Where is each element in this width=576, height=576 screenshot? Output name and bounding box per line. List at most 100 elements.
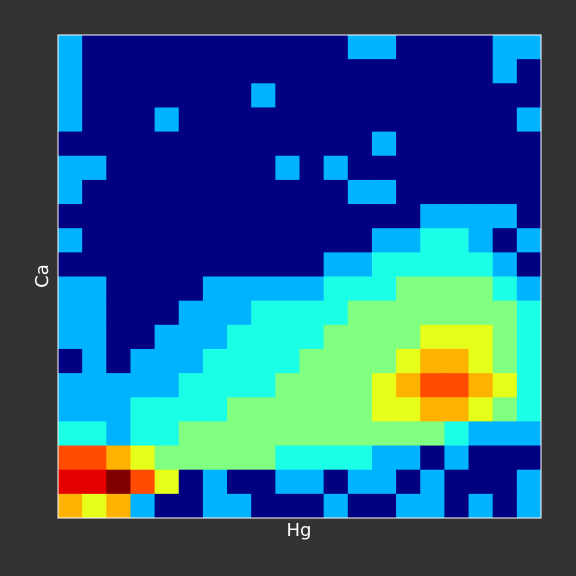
heatmap-cell	[396, 493, 421, 519]
heatmap-cell	[492, 179, 518, 205]
heatmap-cell	[516, 300, 542, 326]
heatmap-cell	[106, 155, 131, 181]
heatmap-cell	[275, 373, 300, 398]
heatmap-cell	[323, 276, 349, 302]
heatmap-cell	[227, 179, 252, 205]
heatmap-cell	[468, 493, 494, 519]
heatmap-cell	[420, 469, 445, 495]
heatmap-cell	[202, 348, 228, 374]
heatmap-cell	[202, 59, 228, 84]
heatmap-cell	[347, 493, 373, 519]
heatmap-cell	[396, 397, 421, 422]
heatmap-cell	[347, 276, 373, 302]
heatmap-cell	[130, 252, 156, 277]
heatmap-cell	[58, 276, 83, 302]
heatmap-cell	[178, 445, 204, 471]
heatmap-cell	[492, 228, 518, 253]
heatmap-cell	[396, 324, 421, 350]
heatmap-cell	[347, 421, 373, 447]
heatmap-cell	[492, 324, 518, 350]
heatmap-cell	[251, 373, 276, 398]
heatmap-cell	[58, 348, 83, 374]
heatmap-cell	[396, 252, 421, 277]
heatmap-cell	[323, 107, 349, 133]
heatmap-cell	[227, 493, 252, 519]
heatmap-cell	[178, 179, 204, 205]
heatmap-cell	[420, 348, 445, 374]
heatmap-cell	[516, 445, 542, 471]
heatmap-cell	[396, 373, 421, 398]
heatmap-cell	[178, 469, 204, 495]
heatmap-cell	[420, 228, 445, 253]
heatmap-cell	[347, 348, 373, 374]
heatmap-cell	[227, 397, 252, 422]
heatmap-cell	[444, 421, 470, 447]
heatmap-cell	[492, 373, 518, 398]
heatmap-cell	[275, 469, 300, 495]
heatmap-cell	[130, 107, 156, 133]
heatmap-cell	[58, 469, 83, 495]
heatmap-cell	[396, 155, 421, 181]
heatmap-cell	[275, 252, 300, 277]
heatmap-cell	[202, 445, 228, 471]
heatmap-cell	[82, 348, 107, 374]
heatmap-cell	[251, 493, 276, 519]
heatmap-cell	[323, 493, 349, 519]
heatmap-cell	[178, 59, 204, 84]
heatmap-cell	[468, 131, 494, 157]
heatmap-cell	[468, 348, 494, 374]
heatmap-cell	[299, 155, 325, 181]
heatmap-cell	[106, 348, 131, 374]
heatmap-cell	[275, 228, 300, 253]
heatmap-cell	[468, 252, 494, 277]
heatmap-cell	[202, 397, 228, 422]
heatmap-cell	[347, 300, 373, 326]
heatmap-cell	[130, 421, 156, 447]
heatmap-cell	[130, 276, 156, 302]
heatmap-cell	[299, 276, 325, 302]
heatmap-cell	[420, 131, 445, 157]
heatmap-cell	[347, 155, 373, 181]
heatmap-cell	[396, 179, 421, 205]
heatmap-cell	[227, 83, 252, 108]
heatmap-cell	[251, 59, 276, 84]
heatmap-cell	[227, 324, 252, 350]
heatmap-cell	[178, 276, 204, 302]
heatmap-cell	[371, 83, 397, 108]
heatmap-cell	[202, 252, 228, 277]
heatmap-cell	[178, 252, 204, 277]
heatmap-cell	[323, 324, 349, 350]
heatmap-cell	[323, 445, 349, 471]
heatmap-cell	[516, 421, 542, 447]
heatmap-cell	[178, 204, 204, 229]
heatmap-cell	[251, 228, 276, 253]
heatmap-cell	[420, 179, 445, 205]
heatmap-cell	[154, 107, 180, 133]
heatmap-cell	[299, 493, 325, 519]
heatmap-cell	[420, 276, 445, 302]
heatmap-cell	[492, 348, 518, 374]
heatmap-cell	[468, 107, 494, 133]
heatmap-cell	[444, 131, 470, 157]
heatmap-cell	[227, 204, 252, 229]
heatmap-cell	[227, 348, 252, 374]
heatmap-cell	[347, 59, 373, 84]
heatmap-cell	[323, 348, 349, 374]
heatmap-cell	[227, 35, 252, 60]
heatmap-cell	[251, 445, 276, 471]
heatmap-cell	[275, 397, 300, 422]
heatmap-cell	[106, 131, 131, 157]
heatmap-cell	[396, 83, 421, 108]
heatmap-cell	[178, 107, 204, 133]
heatmap-cell	[323, 204, 349, 229]
heatmap-cell	[251, 179, 276, 205]
heatmap-cell	[444, 445, 470, 471]
heatmap-cell	[299, 35, 325, 60]
heatmap-cell	[468, 300, 494, 326]
heatmap-cell	[106, 83, 131, 108]
heatmap-cell	[516, 276, 542, 302]
heatmap-cell	[371, 445, 397, 471]
y-axis-label: Ca	[32, 264, 53, 288]
heatmap-cell	[299, 397, 325, 422]
